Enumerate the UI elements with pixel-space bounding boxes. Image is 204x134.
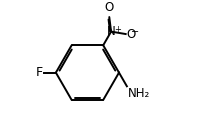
Text: NH₂: NH₂	[128, 87, 150, 100]
Text: −: −	[131, 27, 139, 37]
Text: O: O	[105, 1, 114, 14]
Text: +: +	[114, 25, 121, 34]
Text: O: O	[126, 28, 135, 41]
Text: F: F	[36, 66, 43, 79]
Text: N: N	[107, 25, 115, 38]
